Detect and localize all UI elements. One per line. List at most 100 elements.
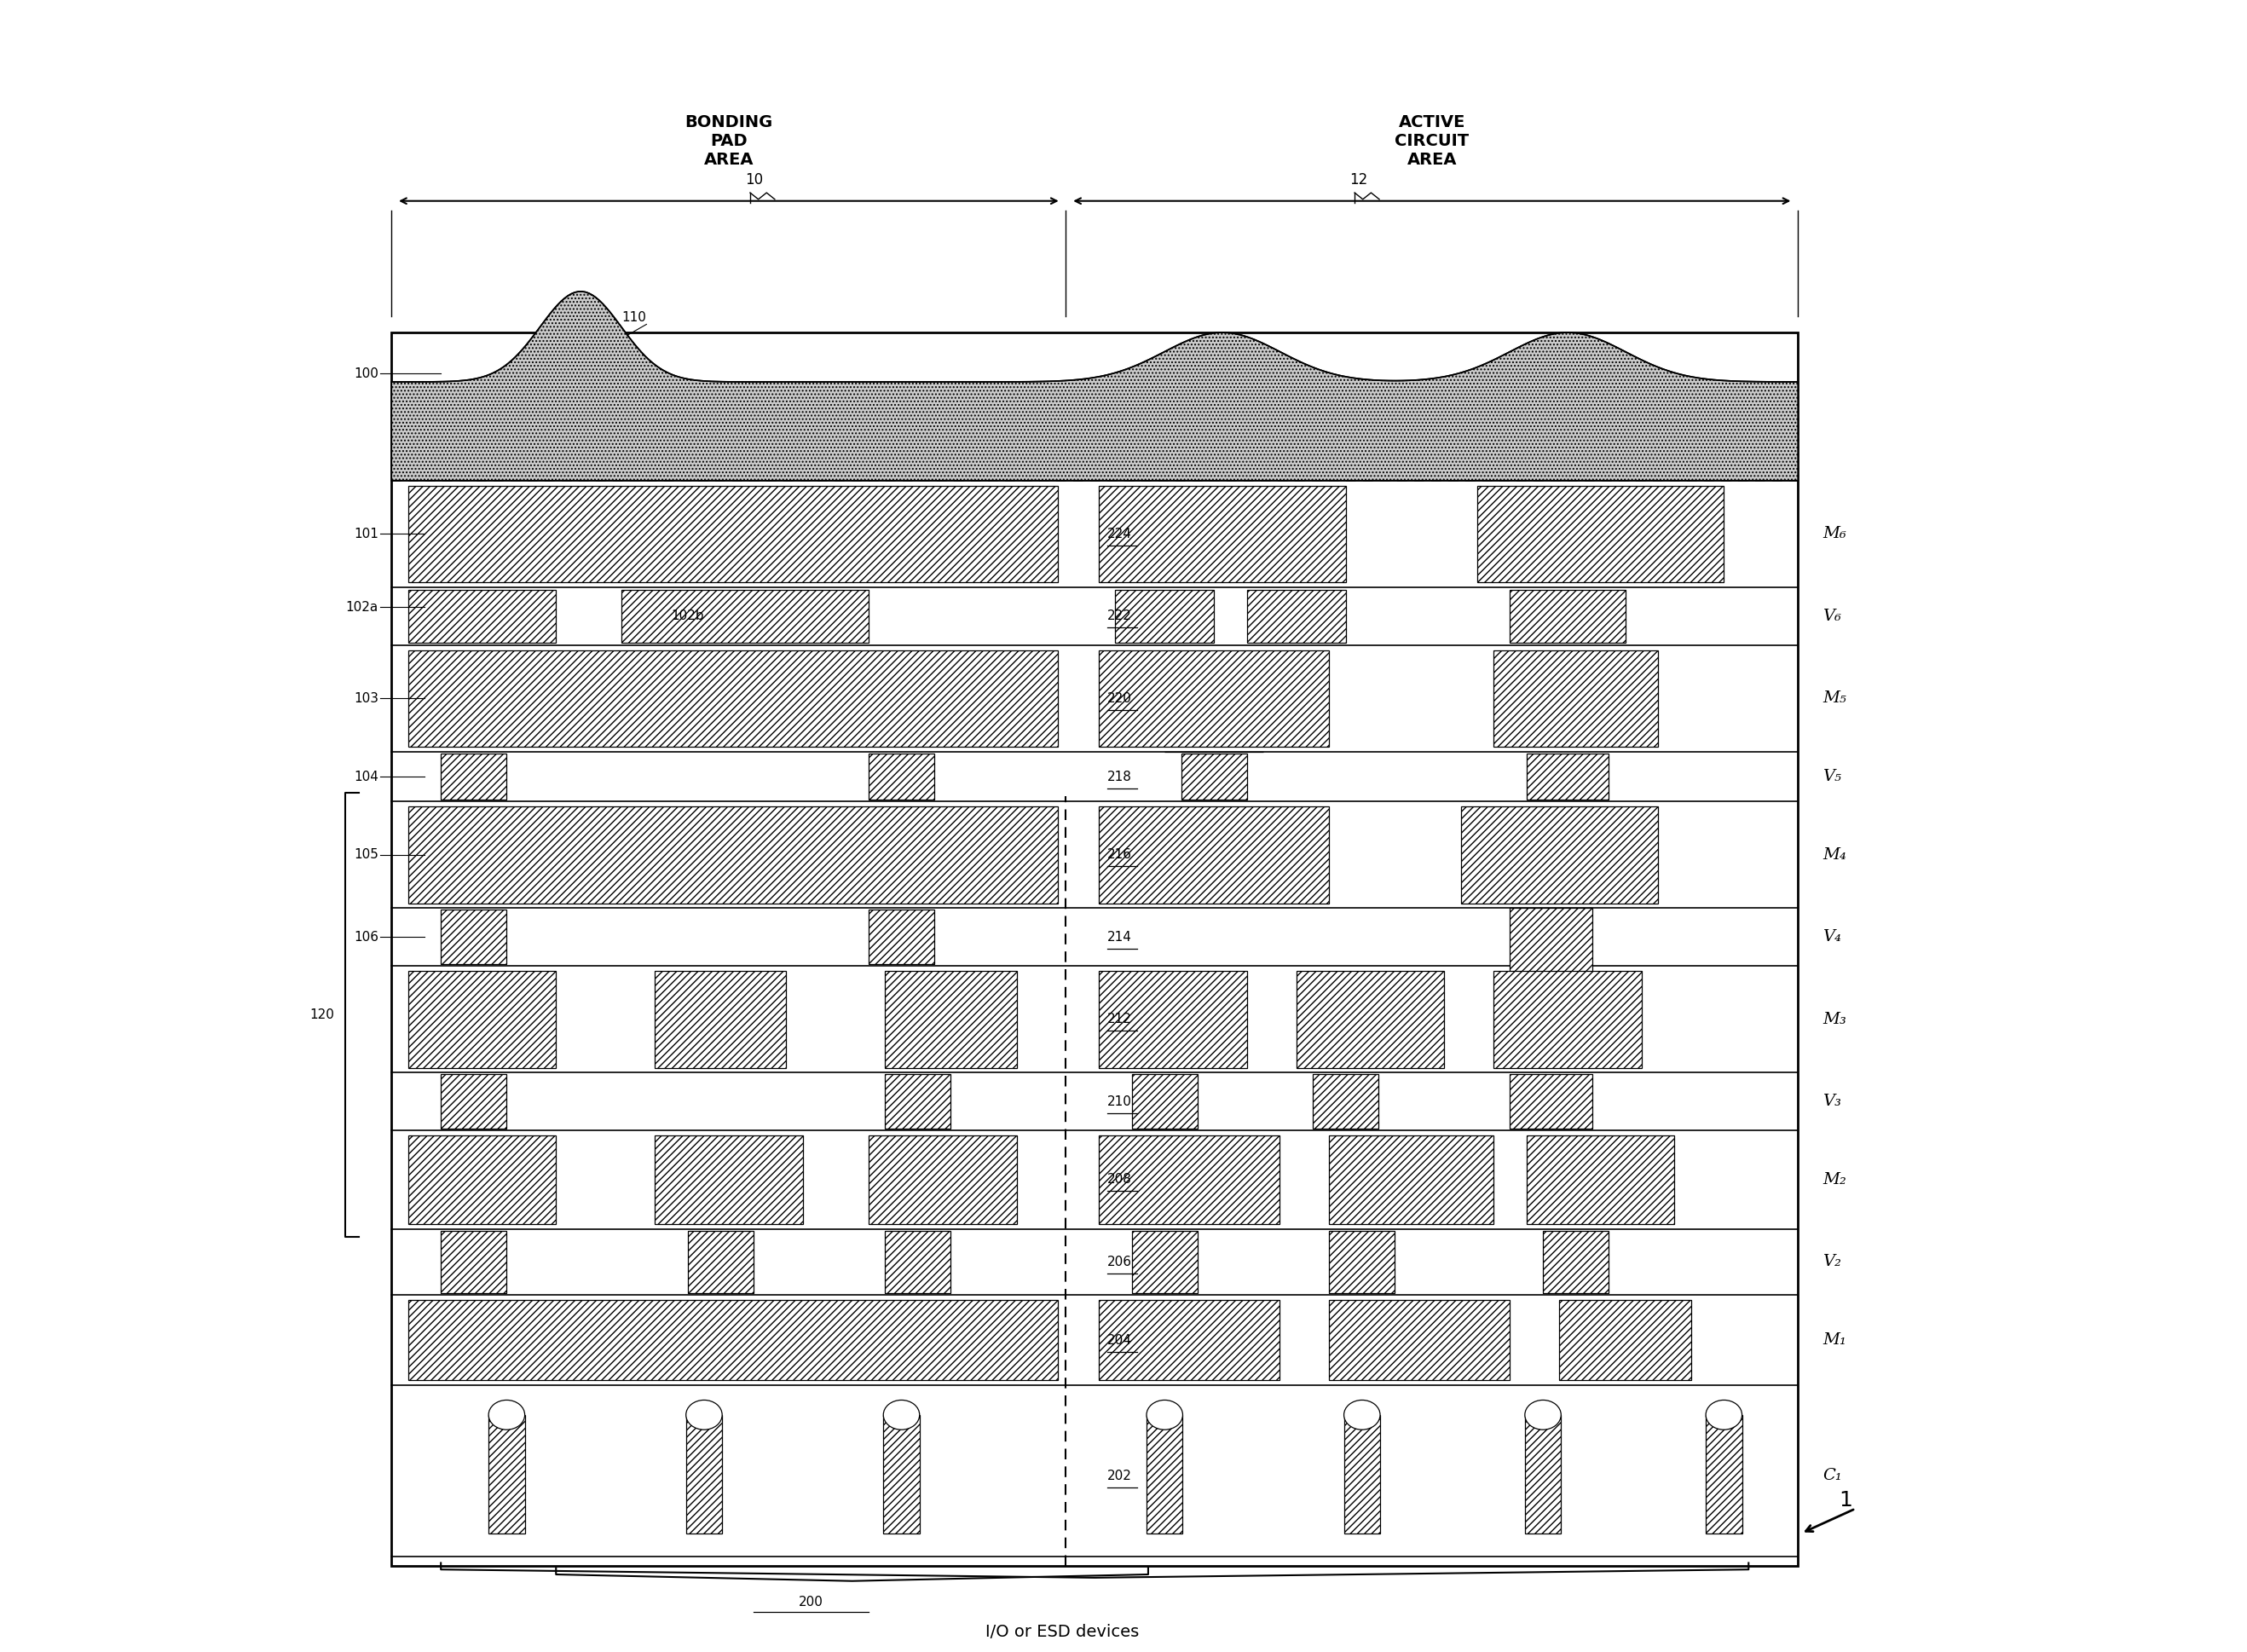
Text: 120: 120 [310, 1009, 335, 1021]
Polygon shape [391, 291, 1798, 481]
Bar [685, 1414, 721, 1533]
Ellipse shape [1705, 1399, 1741, 1429]
Bar [1526, 753, 1609, 800]
Text: C₁: C₁ [1822, 1469, 1843, 1483]
Bar [1330, 1300, 1510, 1381]
Bar [1099, 1135, 1281, 1224]
Ellipse shape [488, 1399, 526, 1429]
Ellipse shape [1526, 1399, 1562, 1429]
Text: 200: 200 [798, 1596, 822, 1609]
Bar [1544, 1231, 1609, 1294]
Bar [1099, 971, 1247, 1067]
Bar [409, 486, 1058, 583]
Bar [870, 910, 935, 965]
Bar [1146, 1414, 1182, 1533]
Text: 218: 218 [1108, 770, 1132, 783]
Bar [1312, 1074, 1377, 1128]
Bar [622, 590, 870, 643]
Text: 12: 12 [1350, 172, 1368, 188]
Bar [1099, 1300, 1281, 1381]
Text: 214: 214 [1108, 930, 1132, 943]
Bar [409, 1135, 555, 1224]
Bar [654, 971, 786, 1067]
Text: V₂: V₂ [1822, 1254, 1840, 1270]
Bar [391, 332, 1798, 1566]
Ellipse shape [1146, 1399, 1182, 1429]
Bar [1297, 971, 1445, 1067]
Text: V₃: V₃ [1822, 1094, 1840, 1108]
Bar [1526, 1135, 1674, 1224]
Text: M₁: M₁ [1822, 1333, 1847, 1348]
Text: BONDING
PAD
AREA: BONDING PAD AREA [685, 114, 773, 169]
Bar [1559, 1300, 1692, 1381]
Text: M₅: M₅ [1822, 691, 1847, 705]
Text: V₅: V₅ [1822, 768, 1840, 785]
Bar [409, 806, 1058, 904]
Bar [440, 753, 506, 800]
Bar [409, 1300, 1058, 1381]
Text: V₄: V₄ [1822, 930, 1840, 945]
Bar [688, 1231, 753, 1294]
Bar [409, 971, 555, 1067]
Text: V₆: V₆ [1822, 608, 1840, 624]
Ellipse shape [685, 1399, 721, 1429]
Bar [488, 1414, 526, 1533]
Bar [1705, 1414, 1741, 1533]
Text: 10: 10 [746, 172, 764, 188]
Text: 101: 101 [353, 527, 377, 540]
Bar [409, 649, 1058, 747]
Text: 202: 202 [1108, 1469, 1132, 1482]
Ellipse shape [1344, 1399, 1380, 1429]
Text: 110: 110 [622, 312, 647, 324]
Bar [1510, 590, 1625, 643]
Bar [440, 1074, 506, 1128]
Text: 220: 220 [1108, 692, 1132, 705]
Text: M₆: M₆ [1822, 527, 1847, 542]
Text: 104: 104 [353, 770, 377, 783]
Bar [1099, 806, 1330, 904]
Bar [654, 1135, 802, 1224]
Text: 102b: 102b [672, 610, 703, 623]
Text: 206: 206 [1108, 1256, 1132, 1269]
Text: I/O or ESD devices: I/O or ESD devices [984, 1624, 1139, 1640]
Bar [1494, 971, 1643, 1067]
Ellipse shape [883, 1399, 919, 1429]
Bar [1494, 649, 1658, 747]
Bar [885, 1231, 950, 1294]
Bar [1461, 806, 1658, 904]
Text: M₄: M₄ [1822, 847, 1847, 862]
Bar [1510, 909, 1593, 999]
Bar [1526, 1414, 1562, 1533]
Text: 105: 105 [353, 849, 377, 861]
Text: M₂: M₂ [1822, 1171, 1847, 1188]
Bar [1132, 1231, 1198, 1294]
Text: M₃: M₃ [1822, 1011, 1847, 1028]
Bar [440, 1231, 506, 1294]
Text: 210: 210 [1108, 1095, 1132, 1108]
Bar [1247, 590, 1346, 643]
Bar [1099, 649, 1330, 747]
Bar [1132, 1074, 1198, 1128]
Bar [885, 971, 1016, 1067]
Text: 204: 204 [1108, 1333, 1132, 1346]
Text: 102a: 102a [346, 601, 377, 613]
Text: 103: 103 [353, 692, 377, 705]
Text: 1: 1 [1838, 1490, 1852, 1510]
Text: 212: 212 [1108, 1013, 1132, 1026]
Bar [1099, 486, 1346, 583]
Bar [1182, 753, 1247, 800]
Text: 106: 106 [353, 930, 377, 943]
Text: 208: 208 [1108, 1173, 1132, 1186]
Text: 222: 222 [1108, 610, 1132, 623]
Bar [1330, 1231, 1395, 1294]
Bar [1330, 1135, 1494, 1224]
Bar [409, 590, 555, 643]
Bar [883, 1414, 919, 1533]
Bar [1344, 1414, 1380, 1533]
Text: ACTIVE
CIRCUIT
AREA: ACTIVE CIRCUIT AREA [1395, 114, 1470, 169]
Bar [870, 753, 935, 800]
Bar [1510, 1074, 1593, 1128]
Bar [885, 1074, 950, 1128]
Bar [1476, 486, 1723, 583]
Text: 100: 100 [353, 367, 377, 380]
